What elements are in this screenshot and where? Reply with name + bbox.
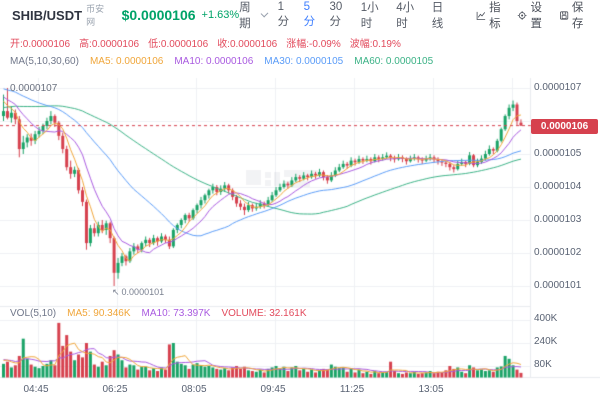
ma5-value: MA5: 0.0000106 xyxy=(89,56,164,67)
price-axis-label: 0.0000103 xyxy=(534,214,582,225)
ma-group-label: MA(5,10,30,60) xyxy=(10,56,79,67)
settings-button[interactable]: 设置 xyxy=(517,0,548,31)
ma-legend: MA(5,10,30,60) MA5: 0.0000106 MA10: 0.00… xyxy=(10,56,433,67)
high-value: 高:0.0000106 xyxy=(79,39,140,50)
tab-1day[interactable]: 日线 xyxy=(431,2,444,30)
ma60-value: MA60: 0.0000105 xyxy=(354,56,434,67)
time-axis-label: 13:05 xyxy=(418,384,444,395)
volume-axis-label: 80K xyxy=(534,359,552,370)
period-dropdown-label: 周期 xyxy=(239,2,251,30)
last-price: $0.0000106 xyxy=(121,7,196,23)
top-price-inline-label: 0.0000107 xyxy=(10,83,58,94)
save-button[interactable]: 保存 xyxy=(559,0,590,31)
open-value: 开:0.0000106 xyxy=(10,39,71,50)
time-axis-label: 06:25 xyxy=(102,384,128,395)
volume-axis-label: 400K xyxy=(534,313,558,324)
indicator-icon xyxy=(476,11,486,20)
save-icon xyxy=(559,10,568,20)
price-axis-label: 0.0000105 xyxy=(534,148,582,159)
amplitude-percent: 波幅:0.19% xyxy=(349,39,401,50)
vol-ma10-value: MA10: 73.397K xyxy=(141,308,211,319)
settings-label: 设置 xyxy=(530,2,543,30)
gear-icon xyxy=(517,10,527,20)
price-axis-label: 0.0000101 xyxy=(534,280,582,291)
vol-current-value: VOLUME: 32.161K xyxy=(221,308,307,319)
ohlc-info-bar: 开:0.0000106 高:0.0000106 低:0.0000106 收:0.… xyxy=(10,35,401,50)
low-marker-label: 0.0000101 xyxy=(121,287,165,297)
time-axis-label: 09:45 xyxy=(260,384,286,395)
time-axis-label: 04:45 xyxy=(23,384,49,395)
low-price-marker: ↖ 0.0000101 xyxy=(112,287,164,298)
tab-4hour[interactable]: 4小时 xyxy=(396,2,415,30)
pair-title: SHIB/USDT xyxy=(12,7,83,23)
period-selector: 周期 1分 5分 30分 1小时 4小时 日线 指标 xyxy=(239,0,590,31)
period-dropdown[interactable]: 周期 xyxy=(239,0,269,31)
indicator-button[interactable]: 指标 xyxy=(476,0,507,31)
ma30-value: MA30: 0.0000105 xyxy=(264,56,344,67)
tab-30min[interactable]: 30分 xyxy=(329,1,343,28)
vol-ma5-value: MA5: 90.346K xyxy=(67,308,131,319)
price-change: +1.63% xyxy=(201,9,240,21)
current-price-tag: 0.0000106 xyxy=(531,119,598,134)
price-axis-label: 0.0000107 xyxy=(534,82,582,93)
close-value: 收:0.0000106 xyxy=(217,39,278,50)
price-axis-label: 0.0000102 xyxy=(534,247,582,258)
tab-1hour[interactable]: 1小时 xyxy=(360,2,379,30)
volume-legend: VOL(5,10) MA5: 90.346K MA10: 73.397K VOL… xyxy=(10,308,307,319)
chevron-down-icon xyxy=(260,9,269,18)
toolbar: SHIB/USDT 币安网 $0.0000106 +1.63% 周期 1分 5分… xyxy=(0,0,600,30)
change-percent: 涨幅:-0.09% xyxy=(286,39,341,50)
volume-axis-label: 240K xyxy=(534,336,558,347)
low-value: 低:0.0000106 xyxy=(148,39,209,50)
tab-1min[interactable]: 1分 xyxy=(277,1,290,28)
vol-group-label: VOL(5,10) xyxy=(10,308,57,319)
toolbar-actions: 指标 设置 保存 xyxy=(476,0,590,31)
low-arrow-icon: ↖ xyxy=(112,287,120,297)
time-axis-label: 11:25 xyxy=(339,384,365,395)
save-label: 保存 xyxy=(571,2,584,30)
exchange-badge: 币安网 xyxy=(86,4,105,27)
time-axis-label: 08:05 xyxy=(181,384,207,395)
indicator-label: 指标 xyxy=(489,2,501,30)
ma10-value: MA10: 0.0000106 xyxy=(174,56,254,67)
tab-5min[interactable]: 5分 xyxy=(303,1,316,28)
price-axis-label: 0.0000104 xyxy=(534,181,582,192)
